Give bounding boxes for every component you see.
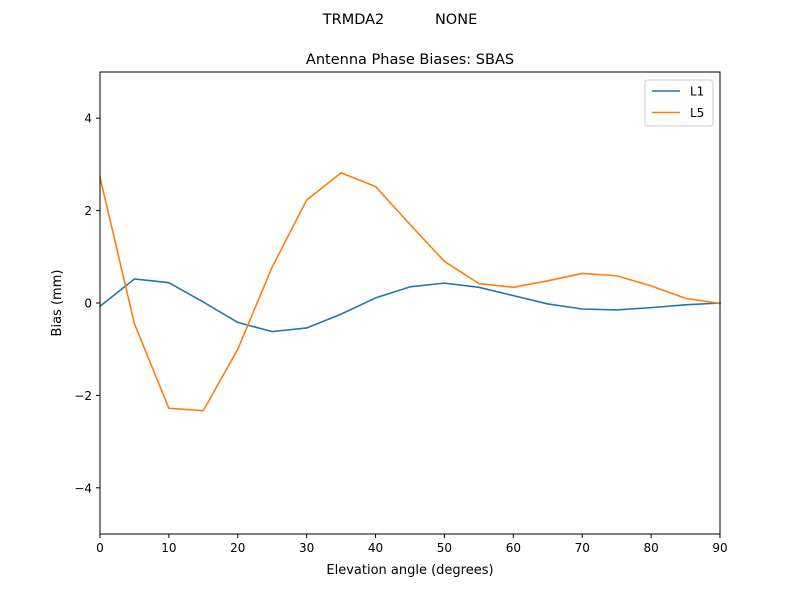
x-tick-label: 50 — [437, 541, 452, 555]
x-tick-label: 30 — [299, 541, 314, 555]
x-tick-label: 10 — [161, 541, 176, 555]
y-tick-label: −2 — [74, 389, 92, 403]
series-line-l5 — [99, 171, 721, 412]
y-axis: −4 −2 0 2 4 — [74, 112, 100, 495]
x-tick-label: 60 — [506, 541, 521, 555]
figure-suptitle: TRMDA2 NONE — [322, 12, 477, 28]
y-tick-label: 2 — [84, 204, 92, 218]
x-tick-label: 0 — [96, 541, 104, 555]
x-axis-label: Elevation angle (degrees) — [326, 563, 493, 578]
series-layer — [98, 171, 721, 412]
legend: L1 L5 — [644, 79, 714, 127]
series-line-l1 — [98, 278, 721, 333]
legend-label-l1: L1 — [690, 85, 704, 99]
x-tick-label: 70 — [575, 541, 590, 555]
x-tick-label: 40 — [368, 541, 383, 555]
x-tick-label: 80 — [643, 541, 658, 555]
y-tick-label: 4 — [84, 112, 92, 126]
y-axis-label: Bias (mm) — [50, 270, 65, 337]
legend-label-l5: L5 — [690, 106, 704, 120]
x-tick-label: 20 — [230, 541, 245, 555]
plot-frame — [99, 71, 721, 535]
x-axis: 0 10 20 30 40 50 60 70 80 90 — [96, 534, 728, 555]
chart-title: Antenna Phase Biases: SBAS — [306, 52, 514, 68]
y-tick-label: 0 — [84, 297, 92, 311]
y-tick-label: −4 — [74, 481, 92, 495]
x-tick-label: 90 — [712, 541, 727, 555]
